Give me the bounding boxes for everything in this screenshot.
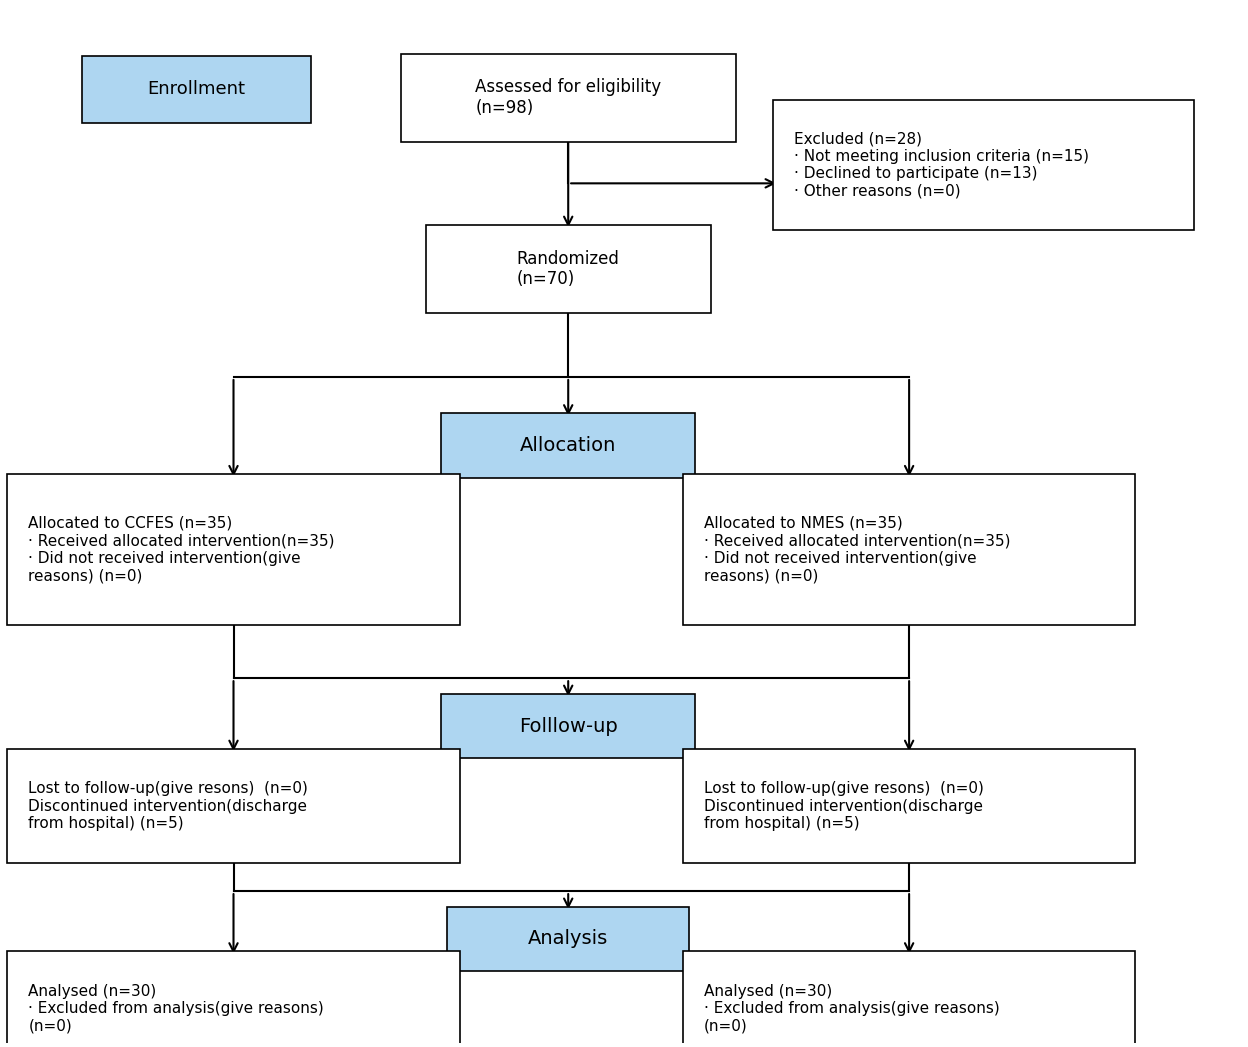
FancyBboxPatch shape xyxy=(426,225,711,313)
Text: Randomized
(n=70): Randomized (n=70) xyxy=(517,249,620,288)
FancyBboxPatch shape xyxy=(683,952,1136,1047)
FancyBboxPatch shape xyxy=(683,749,1136,863)
Text: Analysis: Analysis xyxy=(528,930,608,949)
FancyBboxPatch shape xyxy=(683,474,1136,625)
Text: Allocated to CCFES (n=35)
· Received allocated intervention(n=35)
· Did not rece: Allocated to CCFES (n=35) · Received all… xyxy=(29,516,334,583)
FancyBboxPatch shape xyxy=(7,952,459,1047)
Text: Lost to follow-up(give resons)  (n=0)
Discontinued intervention(discharge
from h: Lost to follow-up(give resons) (n=0) Dis… xyxy=(29,781,308,831)
Text: Allocation: Allocation xyxy=(520,437,617,455)
FancyBboxPatch shape xyxy=(7,749,459,863)
Text: Enrollment: Enrollment xyxy=(147,81,246,98)
FancyBboxPatch shape xyxy=(447,907,689,972)
FancyBboxPatch shape xyxy=(441,414,695,477)
FancyBboxPatch shape xyxy=(7,474,459,625)
Text: Analysed (n=30)
· Excluded from analysis(give reasons)
(n=0): Analysed (n=30) · Excluded from analysis… xyxy=(704,984,1000,1033)
FancyBboxPatch shape xyxy=(441,694,695,758)
Text: Lost to follow-up(give resons)  (n=0)
Discontinued intervention(discharge
from h: Lost to follow-up(give resons) (n=0) Dis… xyxy=(704,781,983,831)
FancyBboxPatch shape xyxy=(773,101,1194,230)
Text: Analysed (n=30)
· Excluded from analysis(give reasons)
(n=0): Analysed (n=30) · Excluded from analysis… xyxy=(29,984,324,1033)
FancyBboxPatch shape xyxy=(81,55,311,124)
Text: Assessed for eligibility
(n=98): Assessed for eligibility (n=98) xyxy=(475,79,661,117)
FancyBboxPatch shape xyxy=(401,53,735,141)
Text: Allocated to NMES (n=35)
· Received allocated intervention(n=35)
· Did not recei: Allocated to NMES (n=35) · Received allo… xyxy=(704,516,1011,583)
Text: Excluded (n=28)
· Not meeting inclusion criteria (n=15)
· Declined to participat: Excluded (n=28) · Not meeting inclusion … xyxy=(794,132,1088,199)
Text: Folllow-up: Folllow-up xyxy=(519,716,618,736)
